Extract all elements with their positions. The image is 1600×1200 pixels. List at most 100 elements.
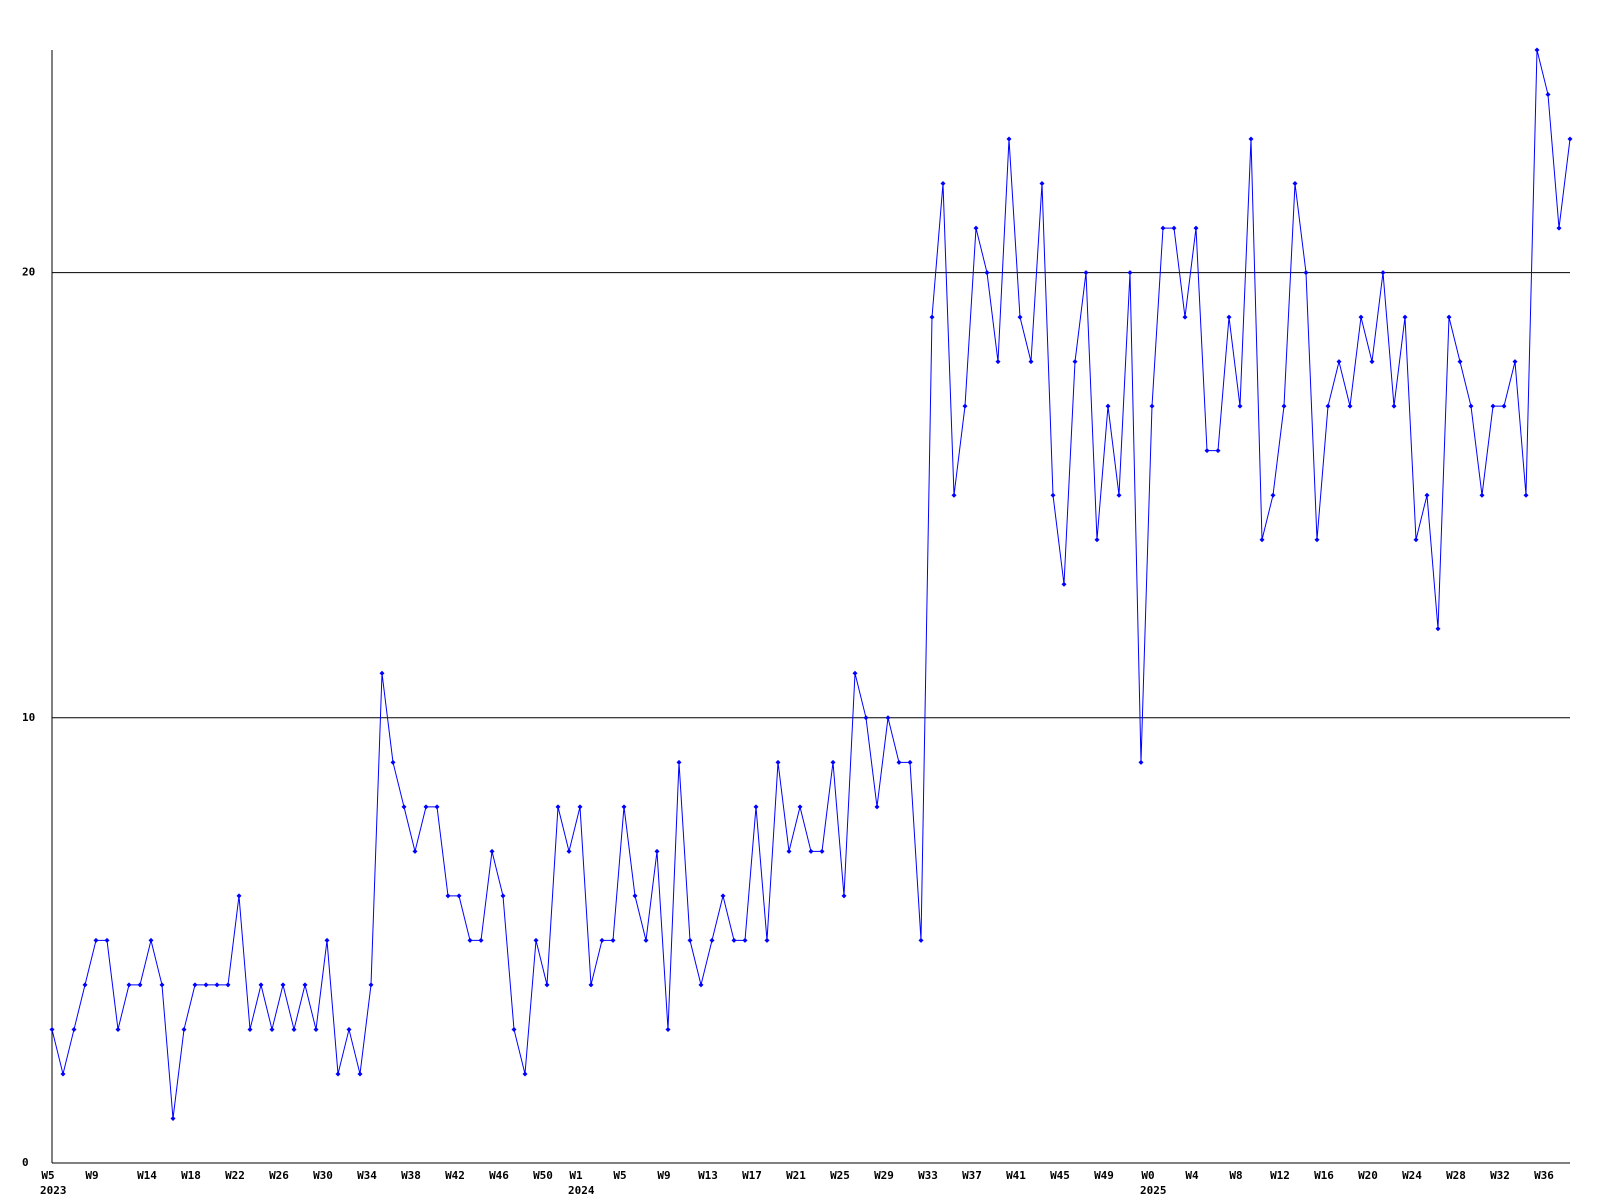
x-tick-label: W28 [1446,1169,1466,1182]
data-point [1413,537,1419,543]
data-point [687,937,693,943]
data-point [1435,626,1441,632]
data-point [1325,403,1331,409]
data-point [1391,403,1397,409]
data-point [1094,537,1100,543]
x-tick-label: W41 [1006,1169,1026,1182]
data-point [1402,314,1408,320]
data-point [1193,225,1199,231]
data-point [401,804,407,810]
data-point [148,937,154,943]
data-point [1358,314,1364,320]
x-tick-label: W32 [1490,1169,1510,1182]
data-point [1039,181,1045,187]
data-point [1380,270,1386,276]
data-point [500,893,506,899]
x-tick-label: W29 [874,1169,894,1182]
x-tick-label: W26 [269,1169,289,1182]
data-point [390,759,396,765]
y-tick-label: 10 [22,711,35,724]
data-point [1083,270,1089,276]
data-point [434,804,440,810]
data-point [610,937,616,943]
data-point [478,937,484,943]
y-tick-label: 0 [22,1156,29,1169]
data-point [1556,225,1562,231]
data-point [1259,537,1265,543]
data-point [104,937,110,943]
data-point [995,359,1001,365]
data-point [720,893,726,899]
data-point [1336,359,1342,365]
data-point [1468,403,1474,409]
data-point [698,982,704,988]
data-point [654,848,660,854]
data-point [566,848,572,854]
data-point [1545,92,1551,98]
data-point [1182,314,1188,320]
data-point [346,1026,352,1032]
data-point [1303,270,1309,276]
data-point [93,937,99,943]
data-point [324,937,330,943]
data-point [1369,359,1375,365]
data-point [467,937,473,943]
x-tick-label: W5 [41,1169,54,1182]
data-point [1501,403,1507,409]
x-tick-label: W1 [569,1169,583,1182]
data-point [929,314,935,320]
x-tick-label: W17 [742,1169,762,1182]
data-point [1248,136,1254,142]
data-point [951,492,957,498]
data-point [357,1071,363,1077]
data-point [126,982,132,988]
data-point [60,1071,66,1077]
data-point [280,982,286,988]
data-point [984,270,990,276]
data-point [1512,359,1518,365]
data-point [368,982,374,988]
data-point [1226,314,1232,320]
x-tick-label: W25 [830,1169,850,1182]
data-point [170,1115,176,1121]
data-point [115,1026,121,1032]
data-point [522,1071,528,1077]
data-point [82,982,88,988]
x-tick-label: W8 [1229,1169,1242,1182]
data-point [1017,314,1023,320]
data-point [555,804,561,810]
data-point [1347,403,1353,409]
x-group-label: 2024 [568,1184,595,1197]
data-point [423,804,429,810]
x-tick-label: W21 [786,1169,806,1182]
data-point [379,670,385,676]
data-point [1138,759,1144,765]
data-point [1237,403,1243,409]
x-tick-label: W9 [657,1169,670,1182]
data-point [907,759,913,765]
data-point [863,715,869,721]
x-tick-label: W50 [533,1169,553,1182]
data-point [819,848,825,854]
data-point [588,982,594,988]
y-tick-label: 20 [22,266,35,279]
data-point [1490,403,1496,409]
x-tick-label: W45 [1050,1169,1070,1182]
data-point [1534,47,1540,53]
x-tick-label: W4 [1185,1169,1199,1182]
data-line [51,49,1571,1119]
data-point [665,1026,671,1032]
data-point [830,759,836,765]
data-point [1446,314,1452,320]
data-point [247,1026,253,1032]
x-tick-label: W42 [445,1169,465,1182]
data-point [731,937,737,943]
data-point [203,982,209,988]
data-point [775,759,781,765]
data-point [676,759,682,765]
x-tick-label: W30 [313,1169,333,1182]
data-point [599,937,605,943]
x-tick-label: W37 [962,1169,982,1182]
data-point [940,181,946,187]
